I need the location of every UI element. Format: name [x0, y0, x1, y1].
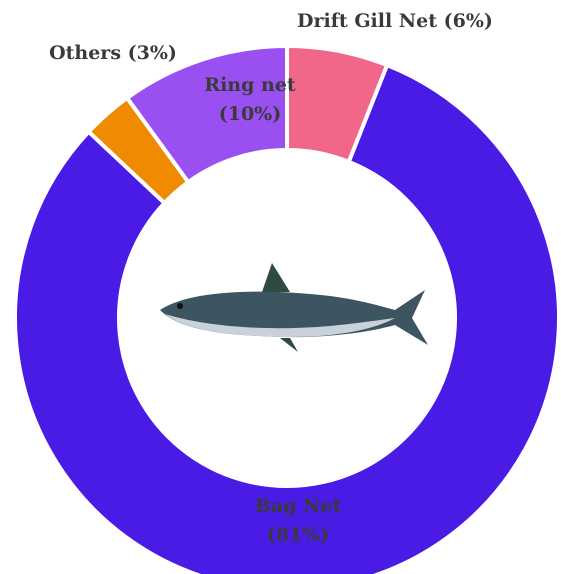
label-name: Bag Net [255, 495, 342, 517]
slices [13, 43, 561, 574]
slice-label: Drift Gill Net (6%) [297, 10, 493, 32]
slice-label: Others (3%) [49, 42, 177, 64]
fish-illustration [160, 263, 428, 352]
donut-slice [124, 43, 289, 185]
label-value: (81%) [267, 524, 329, 546]
label-value: (10%) [219, 103, 281, 125]
label-name: Others [49, 42, 121, 64]
label-value: (6%) [444, 10, 493, 32]
label-value: (3%) [128, 42, 177, 64]
label-name: Drift Gill Net [297, 10, 437, 32]
label-name: Ring net [204, 74, 296, 96]
